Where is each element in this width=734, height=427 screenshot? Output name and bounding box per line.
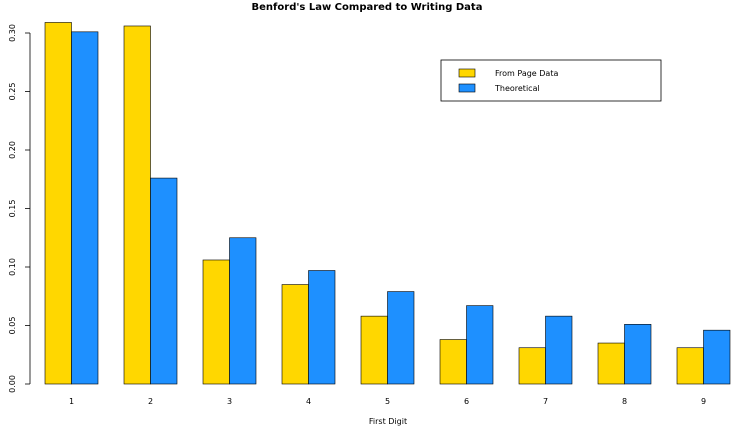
bar-page-data-3 — [202, 259, 230, 385]
legend-box — [440, 59, 662, 102]
bar-theoretical-6 — [466, 305, 494, 385]
legend-swatch-theoretical — [458, 83, 476, 93]
bar-theoretical-5 — [387, 291, 415, 385]
x-tick-label: 2 — [148, 397, 153, 406]
y-tick-label: 0.15 — [8, 200, 17, 218]
bar-page-data-7 — [518, 347, 546, 385]
x-tick-label: 4 — [306, 397, 311, 406]
y-tick-label: 0.20 — [8, 141, 17, 159]
y-tick-label: 0.10 — [8, 258, 17, 276]
bar-theoretical-2 — [150, 177, 178, 385]
bar-page-data-6 — [439, 339, 467, 385]
legend-label-theoretical: Theoretical — [494, 84, 540, 93]
x-tick-label: 3 — [227, 397, 232, 406]
x-tick-label: 8 — [622, 397, 627, 406]
bar-theoretical-9 — [703, 329, 731, 385]
bar-theoretical-7 — [545, 315, 573, 385]
x-axis-tick-labels: 1 2 3 4 5 6 7 8 9 — [69, 397, 706, 406]
bar-page-data-8 — [597, 342, 625, 385]
x-tick-label: 6 — [464, 397, 469, 406]
x-tick-label: 1 — [69, 397, 74, 406]
bars-group — [44, 22, 731, 385]
legend-swatch-page-data — [458, 68, 476, 78]
bar-theoretical-4 — [308, 270, 336, 385]
y-tick-label: 0.05 — [8, 317, 17, 335]
chart-title: Benford's Law Compared to Writing Data — [252, 2, 483, 13]
bar-theoretical-3 — [229, 237, 257, 385]
y-tick-label: 0.25 — [8, 83, 17, 101]
x-tick-label: 9 — [701, 397, 706, 406]
bar-page-data-5 — [360, 315, 388, 385]
bar-page-data-9 — [676, 347, 704, 385]
x-tick-label: 5 — [385, 397, 390, 406]
bar-theoretical-1 — [71, 31, 99, 385]
y-tick-label: 0.00 — [8, 375, 17, 393]
legend: From Page Data Theoretical — [440, 59, 662, 102]
bar-theoretical-8 — [624, 324, 652, 385]
y-axis: 0.00 0.05 0.10 0.15 0.20 0.25 0.30 — [8, 24, 31, 393]
bar-page-data-1 — [44, 22, 72, 385]
legend-label-page-data: From Page Data — [495, 69, 558, 78]
bar-page-data-4 — [281, 284, 309, 385]
x-axis-label: First Digit — [369, 417, 407, 426]
bar-page-data-2 — [123, 25, 151, 385]
x-tick-label: 7 — [543, 397, 548, 406]
y-tick-label: 0.30 — [8, 24, 17, 42]
